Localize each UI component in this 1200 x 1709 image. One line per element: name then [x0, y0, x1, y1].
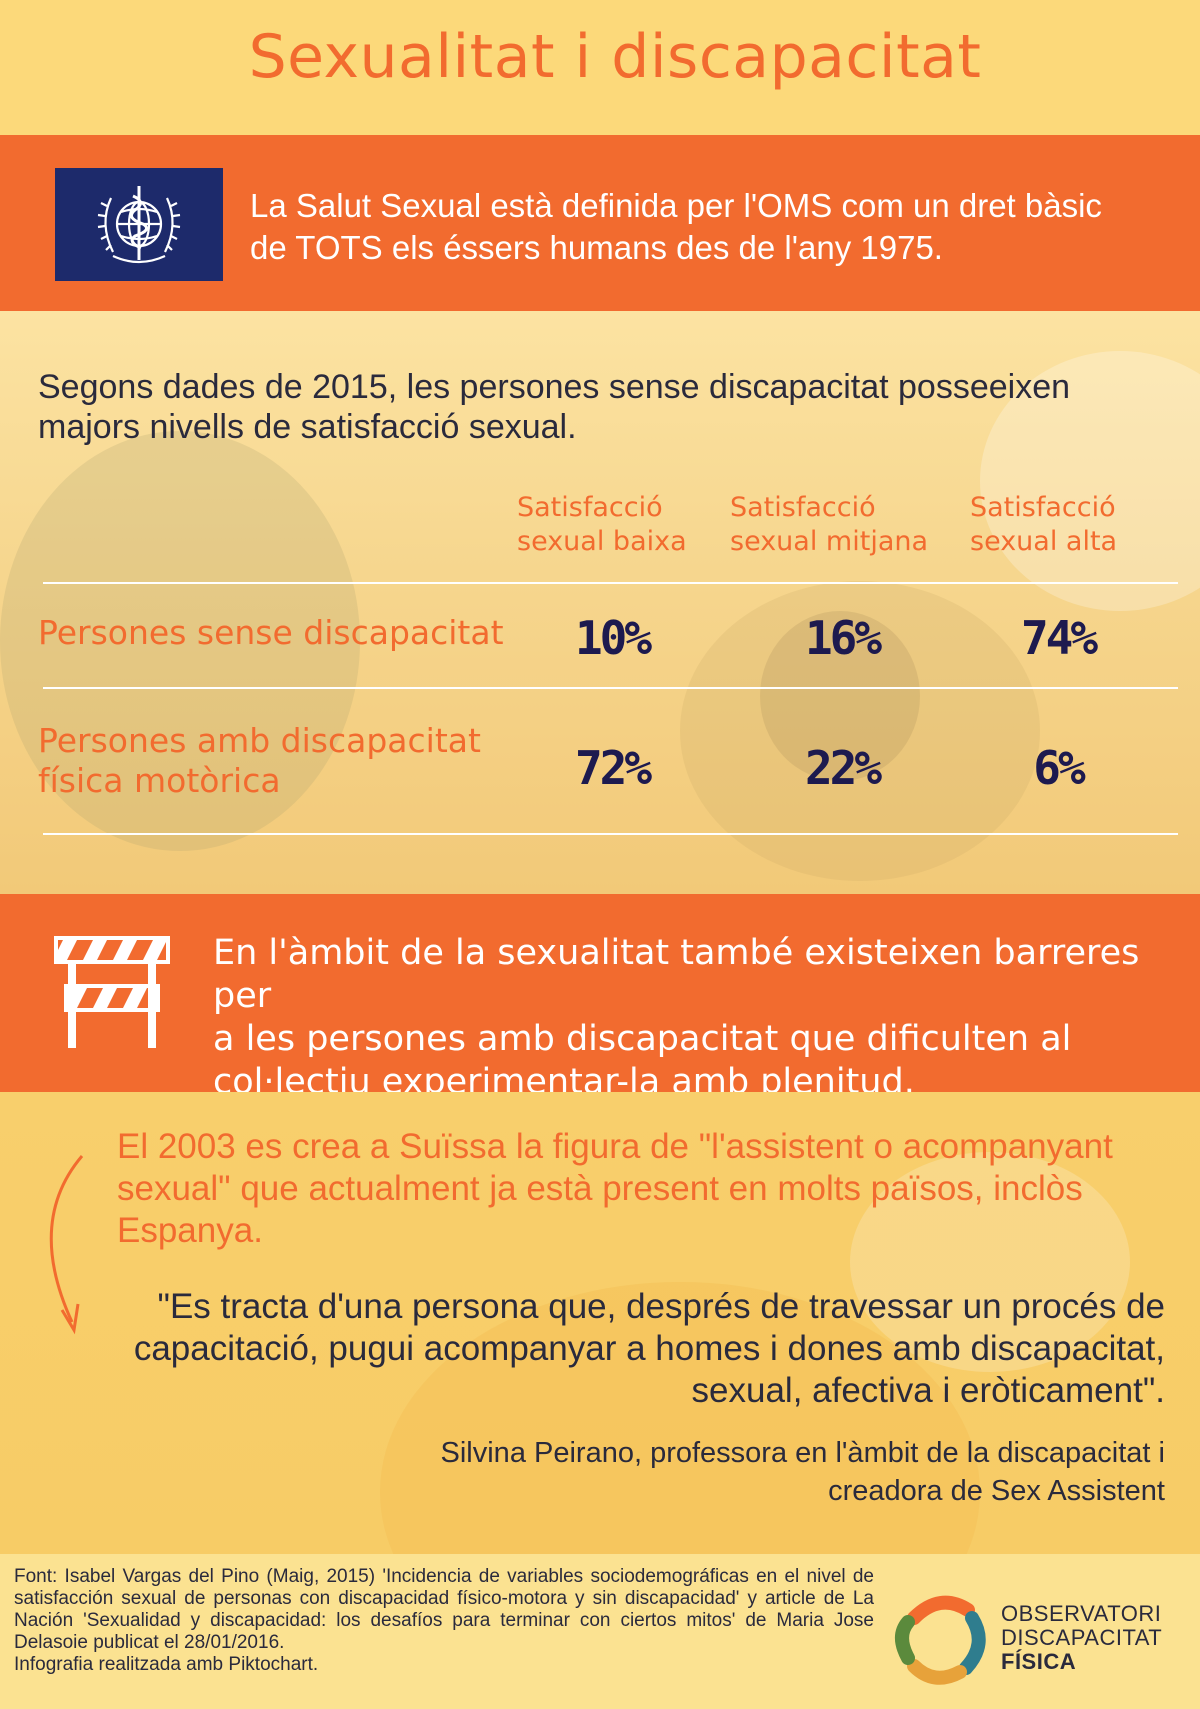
barrier-banner: En l'àmbit de la sexualitat també existe… — [0, 894, 1200, 1102]
header: Sexualitat i discapacitat — [0, 0, 1200, 135]
row-label-with-disability: Persones amb discapacitat física motòric… — [38, 721, 481, 800]
table-cell: 72% — [574, 741, 652, 795]
curved-arrow-icon — [20, 1152, 100, 1357]
table-cell: 10% — [574, 611, 652, 665]
table-cell: 74% — [1020, 611, 1098, 665]
footer-source: Font: Isabel Vargas del Pino (Maig, 2015… — [14, 1566, 874, 1675]
column-header-high: Satisfacció sexual alta — [970, 492, 1118, 557]
table-cell: 6% — [1033, 741, 1085, 795]
intro-text: Segons dades de 2015, les persones sense… — [38, 368, 1071, 446]
row-label-without-disability: Persones sense discapacitat — [38, 613, 504, 652]
barrier-icon — [52, 934, 172, 1054]
barrier-text: En l'àmbit de la sexualitat també existe… — [213, 933, 1140, 1102]
oms-text: La Salut Sexual està definida per l'OMS … — [250, 187, 1102, 266]
table-cell: 16% — [804, 611, 882, 665]
assistant-text: El 2003 es crea a Suïssa la figura de "l… — [117, 1127, 1113, 1250]
table-cell: 22% — [804, 741, 882, 795]
satisfaction-section: Segons dades de 2015, les persones sense… — [0, 311, 1200, 894]
table-divider — [43, 582, 1178, 584]
assistant-section: El 2003 es crea a Suïssa la figura de "l… — [0, 1092, 1200, 1554]
observatori-logo-icon — [892, 1588, 992, 1693]
table-divider — [43, 687, 1178, 689]
page-title: Sexualitat i discapacitat — [248, 22, 982, 92]
column-header-low: Satisfacció sexual baixa — [517, 492, 687, 557]
quote-text: "Es tracta d'una persona que, després de… — [133, 1287, 1165, 1410]
column-header-medium: Satisfacció sexual mitjana — [730, 492, 929, 557]
quote-credit: Silvina Peirano, professora en l'àmbit d… — [440, 1437, 1165, 1507]
table-divider — [43, 833, 1178, 835]
observatori-logo-text: OBSERVATORI DISCAPACITAT FÍSICA — [1001, 1601, 1163, 1674]
who-flag-icon — [55, 168, 223, 281]
footer: Font: Isabel Vargas del Pino (Maig, 2015… — [0, 1554, 1200, 1709]
oms-banner: La Salut Sexual està definida per l'OMS … — [0, 135, 1200, 311]
footer-note: Infografia realitzada amb Piktochart. — [14, 1654, 319, 1675]
